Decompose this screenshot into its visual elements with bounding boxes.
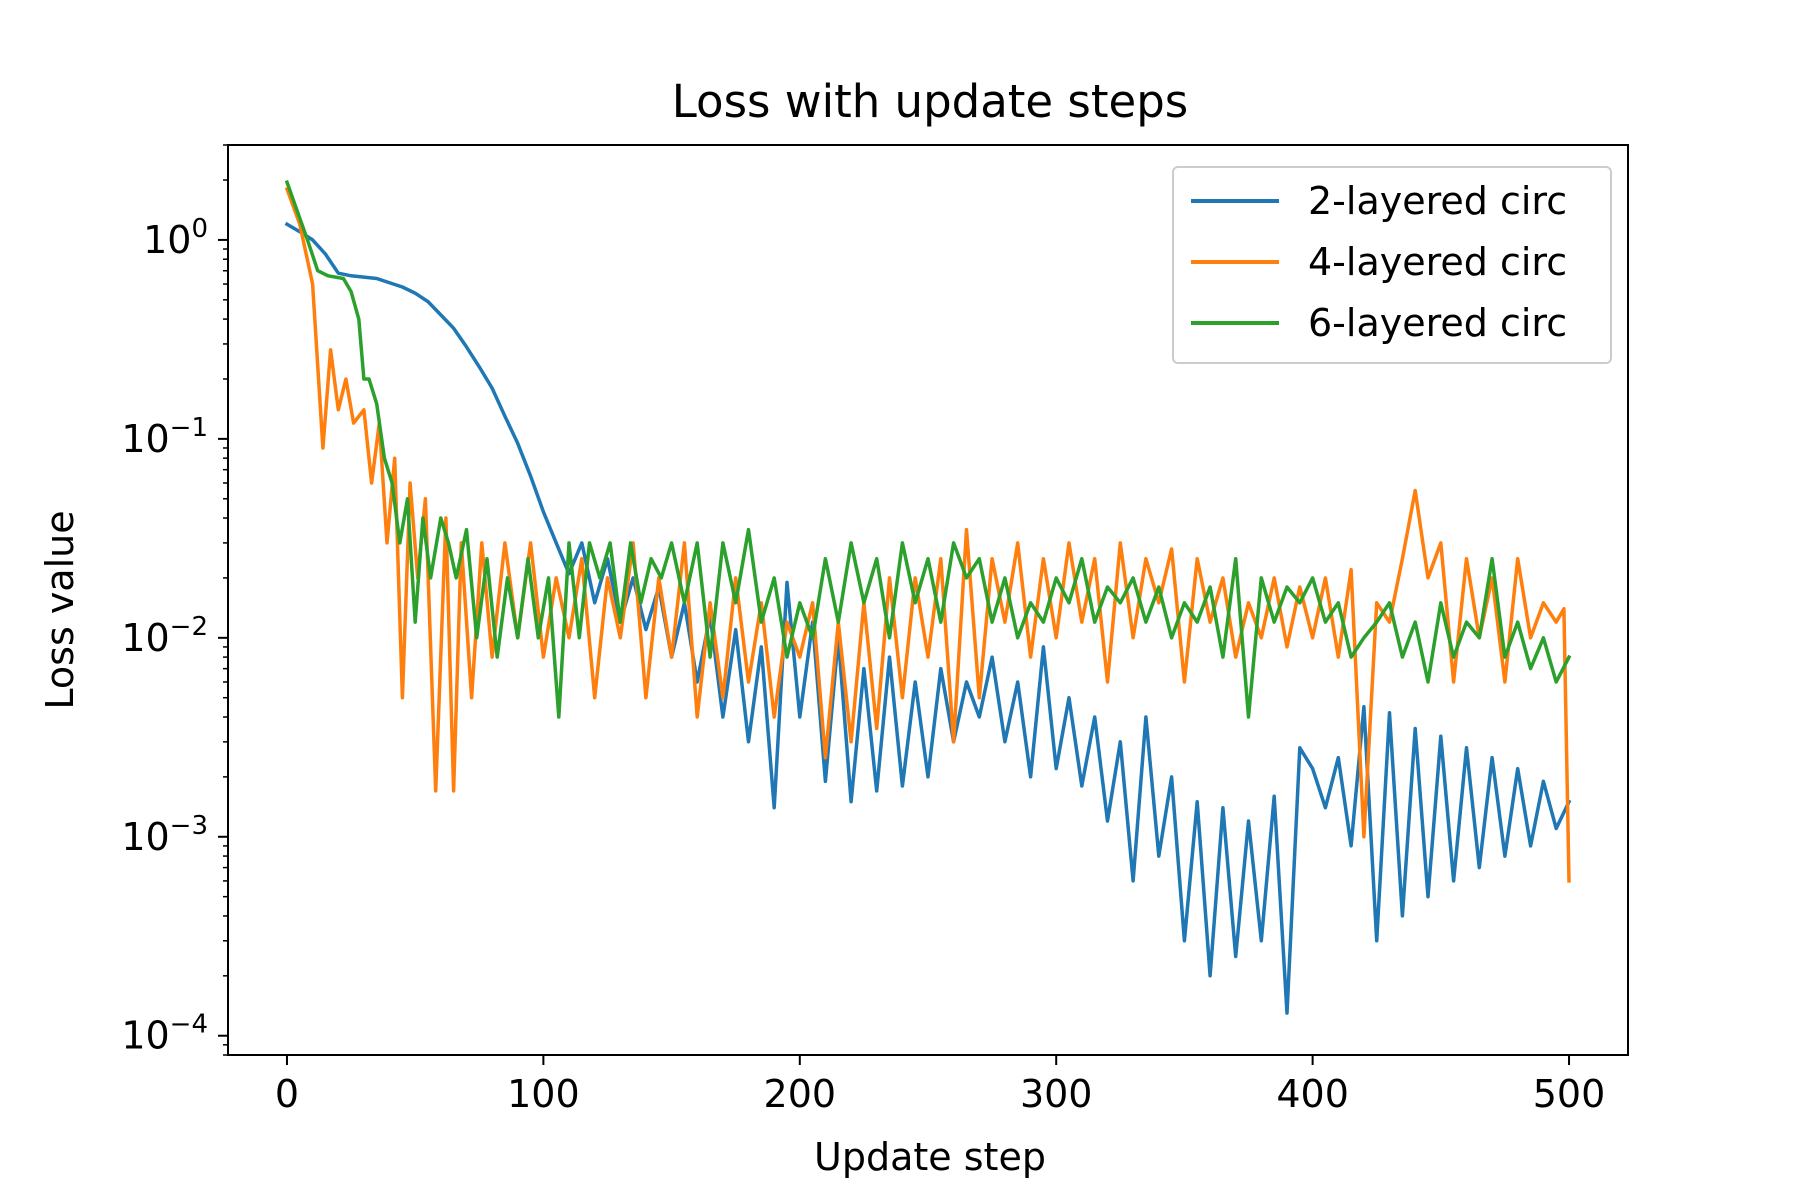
y-axis-label: Loss value xyxy=(38,510,82,709)
chart-title: Loss with update steps xyxy=(672,75,1188,128)
x-tick-label: 500 xyxy=(1533,1072,1606,1116)
series-line-3 xyxy=(284,179,1572,719)
legend: 2-layered circ 4-layered circ 6-layered ci… xyxy=(1172,166,1612,364)
x-axis-ticks: 0 100 200 300 400 500 xyxy=(275,1055,1605,1116)
x-tick-label: 100 xyxy=(507,1072,580,1116)
legend-box xyxy=(1172,166,1612,364)
legend-label: 6-layered circ xyxy=(1308,301,1567,345)
x-tick-label: 300 xyxy=(1020,1072,1093,1116)
x-tick-label: 200 xyxy=(764,1072,837,1116)
y-tick-label: 10−2 xyxy=(121,612,208,660)
series-line-2 xyxy=(284,186,1571,883)
x-tick-label: 0 xyxy=(275,1072,299,1116)
x-axis-label: Update step xyxy=(814,1135,1046,1179)
x-tick-label: 400 xyxy=(1276,1072,1349,1116)
y-tick-label: 100 xyxy=(143,214,208,262)
y-axis-ticks: 100 10−1 10−2 10−3 10−4 xyxy=(121,144,228,1058)
y-tick-label: 10−4 xyxy=(121,1010,208,1058)
y-tick-label: 10−3 xyxy=(121,811,208,859)
series-layer xyxy=(284,179,1572,1015)
y-tick-label: 10−1 xyxy=(121,413,208,461)
legend-label: 4-layered circ xyxy=(1308,240,1567,284)
plot-area-frame xyxy=(227,144,1629,1056)
legend-label: 2-layered circ xyxy=(1308,179,1567,223)
